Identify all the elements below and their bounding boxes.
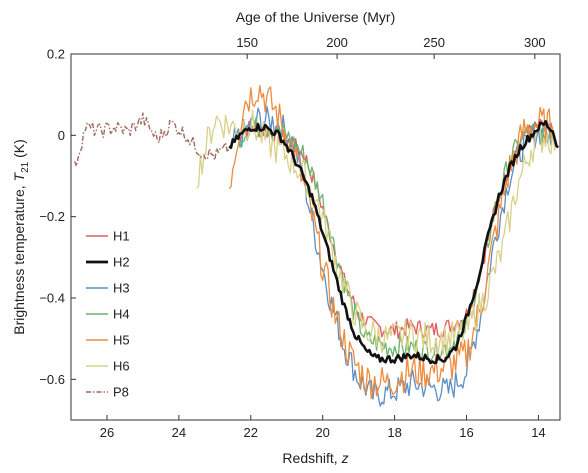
top-tick-label: 200 bbox=[326, 35, 348, 50]
bottom-tick-label: 26 bbox=[100, 425, 114, 440]
legend-label: H2 bbox=[113, 255, 130, 270]
left-tick-label: −0.2 bbox=[39, 209, 65, 224]
bottom-axis-title-var: z bbox=[341, 450, 349, 466]
left-axis-title: Brightness temperature, T21 (K) bbox=[11, 139, 31, 335]
left-axis: 0.2 0 −0.2 −0.4 −0.6 bbox=[39, 47, 76, 387]
bottom-tick-label: 20 bbox=[315, 425, 329, 440]
series-line-h6 bbox=[196, 109, 558, 356]
legend-label: P8 bbox=[113, 385, 129, 400]
bottom-tick-label: 18 bbox=[387, 425, 401, 440]
legend-label: H3 bbox=[113, 281, 130, 296]
left-tick-label: −0.4 bbox=[39, 291, 65, 306]
top-axis: 150 200 250 300 bbox=[236, 35, 546, 59]
left-axis-title-unit: (K) bbox=[11, 139, 27, 162]
series-line-h2 bbox=[228, 120, 560, 365]
bottom-tick-label: 14 bbox=[531, 425, 545, 440]
legend: H1 H2 H3 H4 H5 H6 P8 bbox=[86, 229, 130, 400]
series-line-h4 bbox=[235, 116, 554, 363]
plot-frame bbox=[70, 53, 561, 421]
left-tick-label: −0.6 bbox=[39, 372, 65, 387]
series-lines bbox=[73, 85, 560, 407]
left-axis-title-var: T bbox=[11, 171, 27, 181]
series-line-p8 bbox=[73, 112, 230, 167]
left-tick-label: 0 bbox=[58, 128, 65, 143]
bottom-tick-label: 24 bbox=[172, 425, 186, 440]
bottom-tick-label: 22 bbox=[244, 425, 258, 440]
top-tick-label: 150 bbox=[236, 35, 258, 50]
top-tick-label: 250 bbox=[423, 35, 445, 50]
legend-label: H1 bbox=[113, 229, 130, 244]
legend-label: H4 bbox=[113, 307, 130, 322]
top-axis-title: Age of the Universe (Myr) bbox=[236, 9, 396, 25]
bottom-axis-title: Redshift, z bbox=[282, 450, 348, 466]
left-axis-title-sub: 21 bbox=[20, 161, 31, 173]
left-tick-label: 0.2 bbox=[47, 47, 65, 62]
bottom-axis-title-text: Redshift, bbox=[282, 450, 341, 466]
series-line-h5 bbox=[228, 85, 554, 400]
bottom-axis: 26 24 22 20 18 16 14 bbox=[100, 415, 546, 440]
top-tick-label: 300 bbox=[524, 35, 546, 50]
legend-label: H5 bbox=[113, 333, 130, 348]
left-axis-title-text: Brightness temperature, bbox=[11, 181, 27, 334]
legend-label: H6 bbox=[113, 359, 130, 374]
bottom-tick-label: 16 bbox=[459, 425, 473, 440]
